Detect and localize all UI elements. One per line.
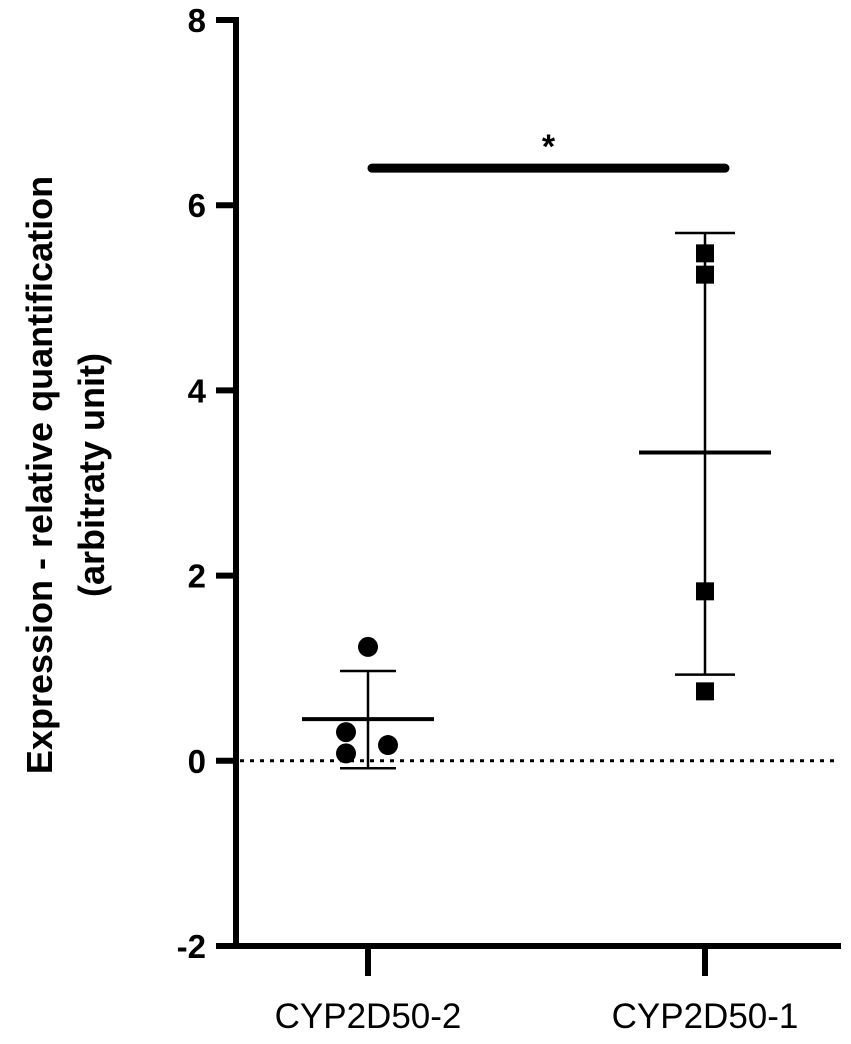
series-CYP2D50-2: [302, 636, 434, 770]
series-CYP2D50-1: [639, 231, 771, 701]
data-point-square: [696, 582, 714, 601]
y-axis-label: Expression - relative quantification (arb…: [19, 176, 112, 774]
y-axis-ticks: -2 0 2 4 6 8: [177, 2, 708, 976]
data-point-circle: [336, 743, 356, 764]
significance-annotation: *: [367, 128, 730, 173]
x-category-label: CYP2D50-2: [275, 997, 462, 1036]
y-tick-label: 4: [188, 372, 207, 409]
y-tick-label: 0: [188, 743, 206, 780]
data-point-square: [696, 244, 714, 263]
y-tick-label: -2: [177, 928, 206, 965]
data-point-square: [696, 265, 714, 284]
data-point-circle: [358, 636, 378, 657]
data-series: [302, 231, 771, 770]
significance-asterisk: *: [542, 128, 556, 166]
y-tick-label: 6: [188, 187, 206, 224]
y-axis-label-line-2: (arbitraty unit): [71, 353, 112, 597]
y-axis-label-line-1: Expression - relative quantification: [19, 176, 60, 774]
y-tick-label: 2: [188, 558, 206, 595]
data-point-square: [696, 682, 714, 701]
y-tick-label: 8: [188, 2, 206, 39]
data-point-circle: [378, 735, 398, 756]
data-point-circle: [336, 722, 356, 743]
x-category-label: CYP2D50-1: [612, 997, 799, 1036]
x-axis-category-labels: CYP2D50-2 CYP2D50-1: [275, 997, 799, 1036]
axes: [233, 17, 841, 949]
